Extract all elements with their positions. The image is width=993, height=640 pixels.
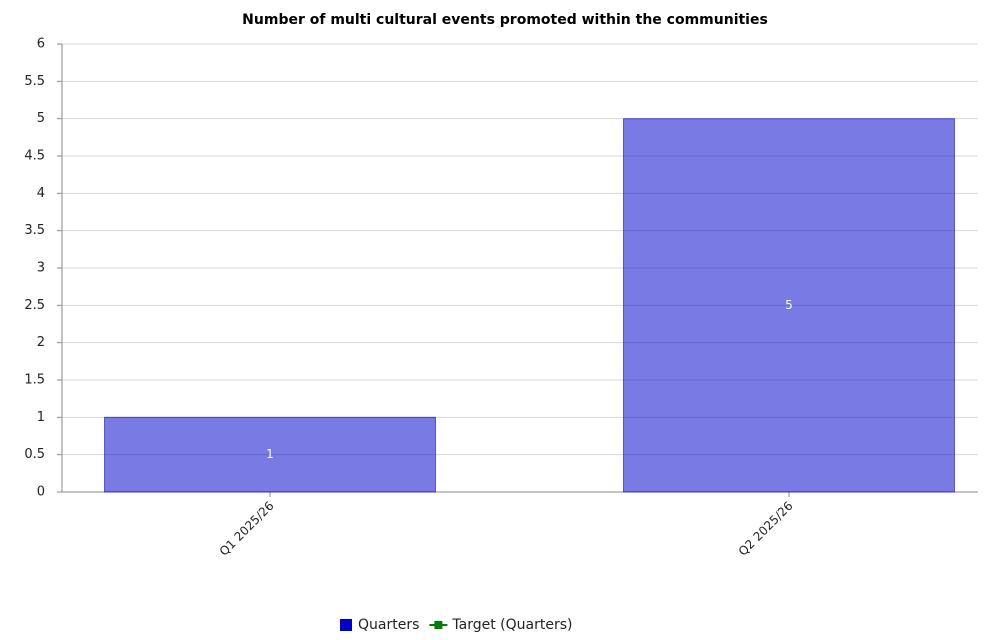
y-tick-label: 2.5 (24, 298, 45, 313)
y-tick-label: 3.5 (24, 223, 45, 238)
y-tick-label: 0 (37, 485, 45, 500)
bar (623, 118, 955, 493)
x-tick-label: Q2 2025/26 (736, 499, 796, 559)
y-tick-label: 1 (37, 410, 45, 425)
y-tick-label: 5.5 (24, 74, 45, 89)
data-label: 1 (266, 447, 274, 461)
y-tick-label: 2 (37, 335, 45, 350)
y-tick-label: 4.5 (24, 149, 45, 164)
legend: Quarters Target (Quarters) (340, 617, 572, 633)
y-tick-label: 0.5 (24, 447, 45, 462)
legend-swatch (340, 619, 352, 631)
chart-title: Number of multi cultural events promoted… (242, 12, 768, 28)
y-tick-label: 4 (37, 186, 45, 201)
y-tick-label: 5 (37, 111, 45, 126)
y-tick-label: 6 (37, 37, 45, 52)
y-tick-label: 3 (37, 261, 45, 276)
legend-swatch (434, 621, 443, 629)
legend-label: Target (Quarters) (451, 617, 572, 633)
bar (104, 416, 436, 493)
data-label: 5 (785, 298, 793, 312)
x-tick-label: Q1 2025/26 (217, 499, 277, 559)
legend-label: Quarters (358, 617, 419, 633)
y-tick-label: 1.5 (24, 373, 45, 388)
